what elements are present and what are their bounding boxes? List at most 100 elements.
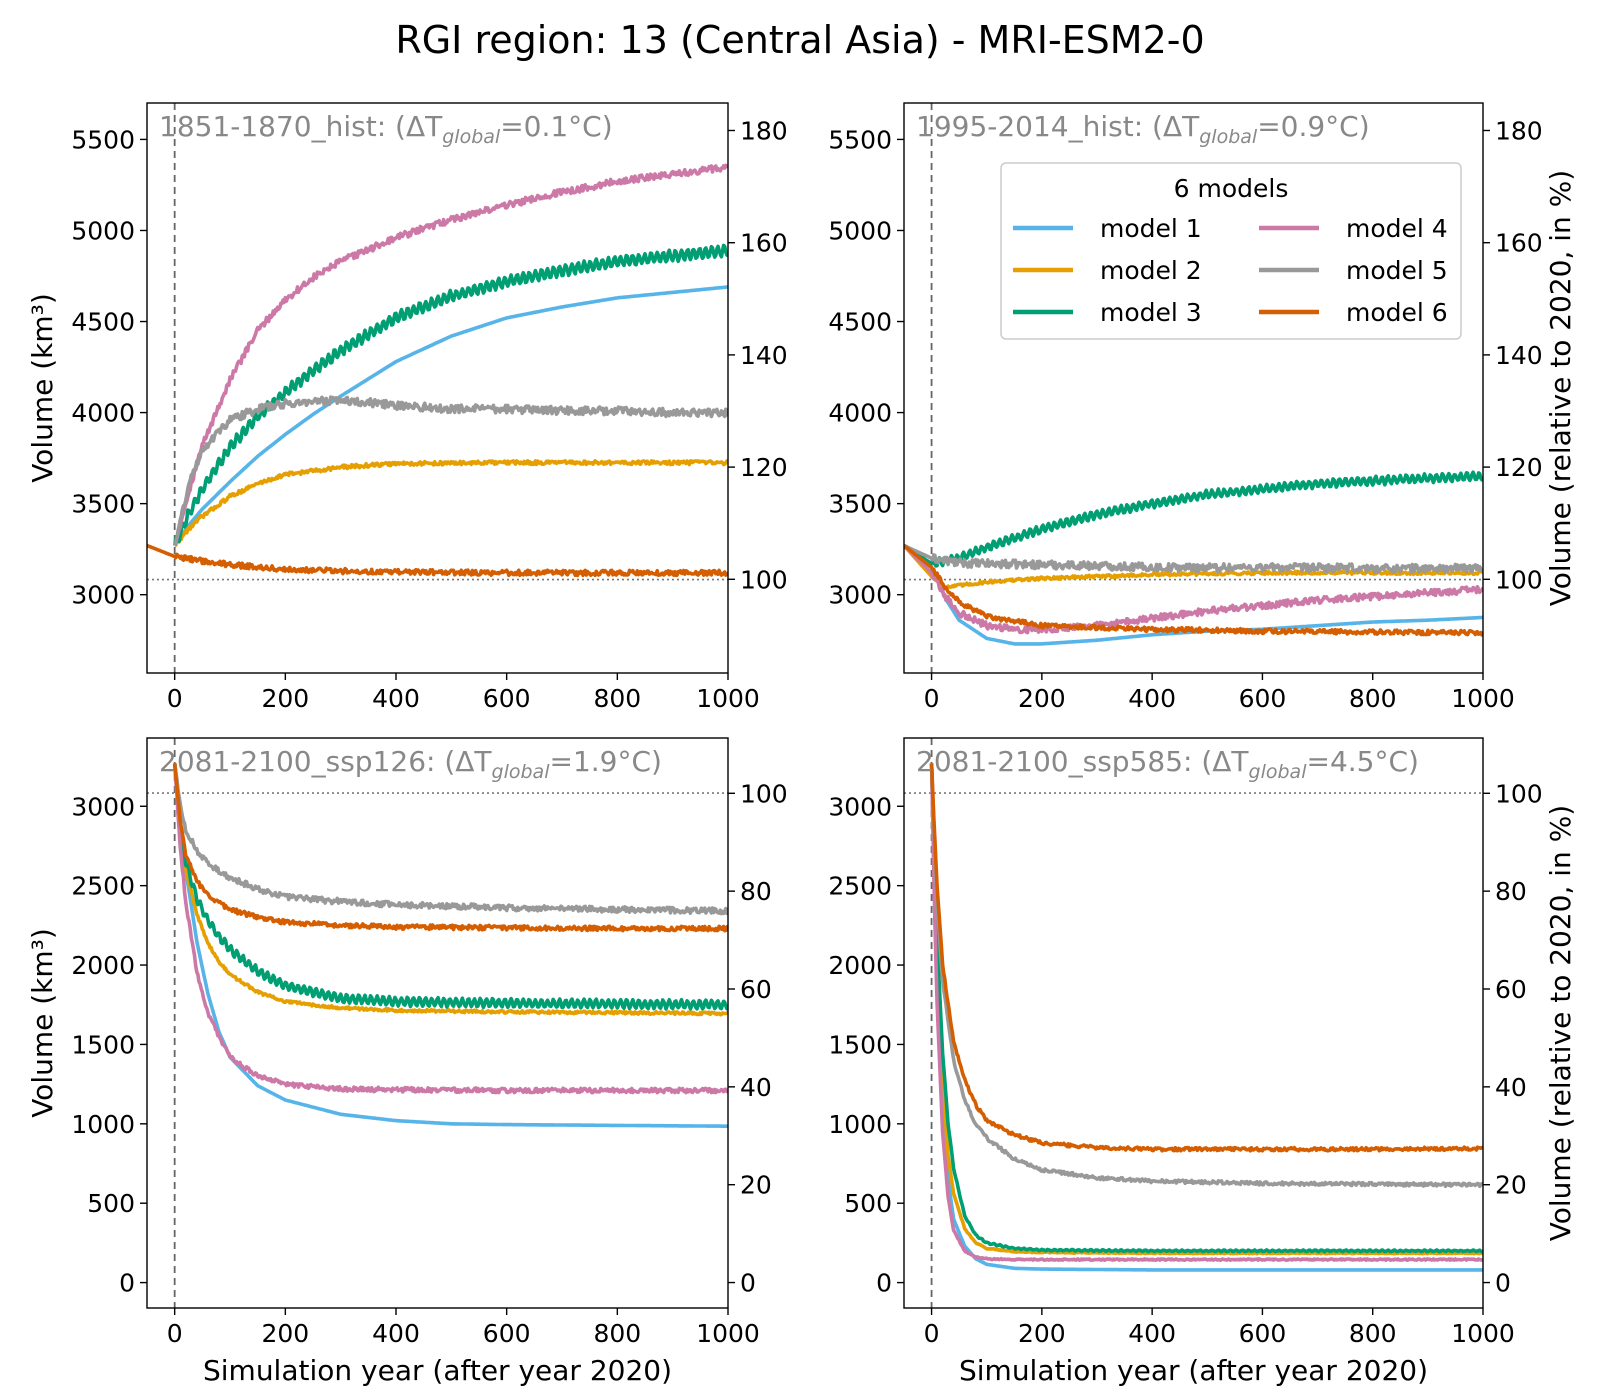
series-line-model-3 (172, 243, 728, 546)
x-axis-label: Simulation year (after year 2020) (959, 1354, 1428, 1387)
y-right-tick-label: 120 (740, 453, 788, 482)
series-line-model-5 (173, 395, 728, 547)
y-tick-label: 5500 (71, 125, 135, 154)
series-line-model-6 (929, 763, 1483, 1153)
series-line-model-6 (904, 544, 1483, 637)
panel-2: 0 200 400 600 800 1000 3000 3500 4000 4500 5000 550… (828, 102, 1577, 713)
y-tick-label: 4000 (71, 399, 135, 428)
series-line-model-5 (929, 763, 1483, 1189)
y-tick-label: 0 (119, 1269, 135, 1298)
y-right-tick-label: 120 (1495, 453, 1543, 482)
y-axis-label: Volume (km³) (26, 928, 59, 1118)
y-right-tick-label: 80 (740, 877, 772, 906)
x-tick-label: 1000 (696, 684, 760, 713)
series-group (929, 763, 1483, 1272)
series-line-model-2 (929, 763, 1483, 1256)
y-tick-label: 3000 (828, 581, 892, 610)
y-right-tick-label: 0 (1495, 1269, 1511, 1298)
legend-label: model 3 (1100, 298, 1202, 327)
x-tick-label: 400 (1128, 684, 1176, 713)
x-tick-label: 800 (1349, 1319, 1397, 1348)
y-tick-label: 1500 (71, 1030, 135, 1059)
series-group (904, 470, 1483, 646)
x-tick-label: 200 (1018, 1319, 1066, 1348)
y-tick-label: 3000 (71, 581, 135, 610)
series-line-model-6 (172, 763, 728, 933)
series-line-model-4 (929, 763, 1483, 1262)
series-group (172, 763, 728, 1128)
y-right-tick-label: 20 (740, 1171, 772, 1200)
legend-label: model 5 (1346, 256, 1448, 285)
series-line-model-4 (904, 544, 1483, 635)
series-line-model-2 (174, 459, 728, 548)
panel-4: 0 200 400 600 800 100005001000150020002500300… (828, 737, 1577, 1387)
y-tick-label: 3500 (828, 490, 892, 519)
legend-title: 6 models (1174, 174, 1289, 203)
x-tick-label: 600 (1239, 684, 1287, 713)
series-line-model-2 (904, 544, 1483, 590)
plot-frame (146, 737, 729, 1309)
legend-label: model 6 (1346, 298, 1448, 327)
y-right-tick-label: 40 (1495, 1073, 1527, 1102)
panel-title: 1995-2014_hist: (ΔTglobal=0.9°C) (916, 110, 1370, 148)
plot-frame (903, 102, 1484, 674)
panel-1: 0 200 400 600 800 1000 3000 3500 4000 4500 5000 550… (26, 102, 788, 713)
y-right-tick-label: 100 (740, 565, 788, 594)
legend-label: model 4 (1346, 214, 1448, 243)
series-group (147, 163, 728, 578)
x-tick-label: 600 (1239, 1319, 1287, 1348)
series-line-model-4 (172, 763, 728, 1095)
y-right-tick-label: 140 (1495, 341, 1543, 370)
x-tick-label: 200 (261, 684, 309, 713)
y-right-tick-label: 160 (740, 229, 788, 258)
y-right-tick-label: 180 (740, 116, 788, 145)
y-right-tick-label: 100 (1495, 565, 1543, 594)
y-tick-label: 1500 (828, 1030, 892, 1059)
panel-3: 0 200 400 600 800 100005001000150020002500300… (26, 737, 788, 1387)
x-tick-label: 400 (372, 1319, 420, 1348)
y-right-tick-label: 180 (1495, 116, 1543, 145)
y-tick-label: 5000 (71, 216, 135, 245)
y-right-tick-label: 20 (1495, 1171, 1527, 1200)
series-line-model-1 (929, 763, 1483, 1272)
y-right-axis-label: Volume (relative to 2020, in %) (1544, 805, 1577, 1242)
y-tick-label: 2500 (71, 872, 135, 901)
series-line-model-1 (173, 285, 728, 547)
x-tick-label: 200 (261, 1319, 309, 1348)
y-right-tick-label: 140 (740, 341, 788, 370)
y-tick-label: 500 (844, 1189, 892, 1218)
y-tick-label: 4000 (828, 399, 892, 428)
x-tick-label: 800 (1349, 684, 1397, 713)
x-tick-label: 0 (167, 1319, 183, 1348)
y-tick-label: 2000 (828, 951, 892, 980)
series-line-model-3 (904, 470, 1483, 568)
series-line-model-5 (904, 543, 1483, 575)
y-tick-label: 500 (87, 1189, 135, 1218)
y-tick-label: 1000 (828, 1110, 892, 1139)
y-right-tick-label: 100 (740, 779, 788, 808)
y-right-axis-label: Volume (relative to 2020, in %) (1544, 170, 1577, 607)
y-tick-label: 1000 (71, 1110, 135, 1139)
y-axis-label: Volume (km³) (26, 293, 59, 483)
plot-frame (903, 737, 1484, 1309)
figure-title: RGI region: 13 (Central Asia) - MRI-ESM2… (395, 18, 1205, 62)
x-tick-label: 800 (593, 1319, 641, 1348)
legend-box (1000, 162, 1462, 340)
y-tick-label: 3000 (71, 792, 135, 821)
y-right-tick-label: 0 (740, 1269, 756, 1298)
x-tick-label: 600 (483, 1319, 531, 1348)
y-tick-label: 5500 (828, 125, 892, 154)
series-line-model-4 (173, 163, 728, 547)
y-tick-label: 2500 (828, 872, 892, 901)
y-right-tick-label: 60 (740, 975, 772, 1004)
x-tick-label: 1000 (1451, 1319, 1515, 1348)
series-line-model-3 (929, 763, 1483, 1254)
y-right-tick-label: 160 (1495, 229, 1543, 258)
y-tick-label: 4500 (71, 308, 135, 337)
series-line-model-2 (172, 763, 728, 1017)
x-tick-label: 600 (483, 684, 531, 713)
x-tick-label: 0 (167, 684, 183, 713)
panel-title: 2081-2100_ssp585: (ΔTglobal=4.5°C) (916, 745, 1419, 783)
x-tick-label: 1000 (1451, 684, 1515, 713)
